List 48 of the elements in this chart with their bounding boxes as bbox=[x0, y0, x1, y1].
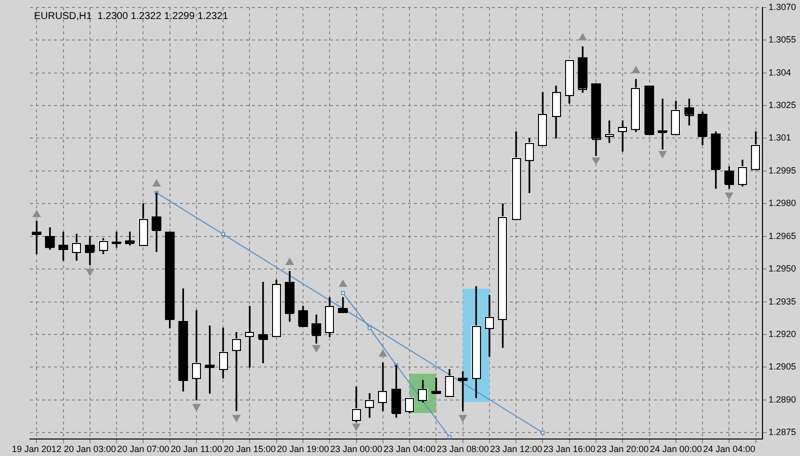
y-tick-label: 1.301 bbox=[768, 132, 792, 143]
x-tick-label: 24 Jan 00:00 bbox=[650, 444, 702, 454]
y-tick-label: 1.2875 bbox=[768, 427, 796, 438]
point bbox=[540, 430, 545, 435]
point bbox=[632, 66, 640, 74]
point bbox=[312, 345, 320, 352]
y-tick-label: 1.2920 bbox=[768, 329, 796, 340]
x-tick-label: 23 Jan 00:00 bbox=[330, 444, 382, 454]
point bbox=[192, 404, 200, 411]
point bbox=[578, 33, 587, 40]
point bbox=[32, 210, 41, 218]
x-tick-label: 23 Jan 16:00 bbox=[543, 444, 596, 454]
point bbox=[368, 326, 372, 330]
chart-title: EURUSD,H1 1.2300 1.2322 1.2299 1.2321 bbox=[34, 11, 228, 22]
point bbox=[352, 424, 360, 431]
x-tick-label: 20 Jan 03:00 bbox=[64, 444, 116, 454]
y-tick-label: 1.2995 bbox=[768, 165, 796, 176]
y-tick-label: 1.2905 bbox=[768, 362, 796, 372]
point bbox=[448, 435, 452, 439]
x-tick-label: 20 Jan 19:00 bbox=[276, 444, 330, 454]
point bbox=[339, 280, 347, 287]
y-tick-label: 1.2980 bbox=[768, 198, 796, 208]
point bbox=[725, 192, 734, 200]
point bbox=[286, 258, 294, 266]
y-tick-label: 1.2890 bbox=[768, 394, 796, 404]
y-tick-label: 1.2965 bbox=[768, 230, 796, 241]
x-tick-label: 19 Jan 2012 bbox=[12, 444, 62, 454]
y-tick-label: 1.2935 bbox=[768, 296, 796, 306]
x-tick-label: 20 Jan 07:00 bbox=[117, 444, 170, 454]
y-tick-label: 1.2950 bbox=[768, 264, 796, 274]
point bbox=[152, 180, 160, 187]
y-tick-label: 1.3070 bbox=[768, 2, 796, 12]
y-tick-label: 1.3055 bbox=[768, 34, 796, 45]
x-tick-label: 23 Jan 20:00 bbox=[596, 444, 649, 454]
point bbox=[86, 268, 94, 276]
y-tick-label: 1.3025 bbox=[768, 100, 796, 110]
x-tick-label: 20 Jan 15:00 bbox=[224, 444, 276, 454]
x-tick-label: 23 Jan 04:00 bbox=[384, 444, 436, 454]
point bbox=[378, 350, 387, 357]
x-tick-label: 24 Jan 04:00 bbox=[703, 444, 756, 454]
x-tick-label: 23 Jan 12:00 bbox=[490, 444, 542, 454]
x-tick-label: 20 Jan 11:00 bbox=[170, 444, 222, 454]
x-tick-label: 23 Jan 08:00 bbox=[436, 444, 489, 454]
point bbox=[458, 414, 467, 422]
point bbox=[232, 414, 240, 422]
y-tick-label: 1.304 bbox=[768, 67, 792, 78]
point bbox=[221, 232, 226, 236]
point bbox=[341, 291, 345, 295]
